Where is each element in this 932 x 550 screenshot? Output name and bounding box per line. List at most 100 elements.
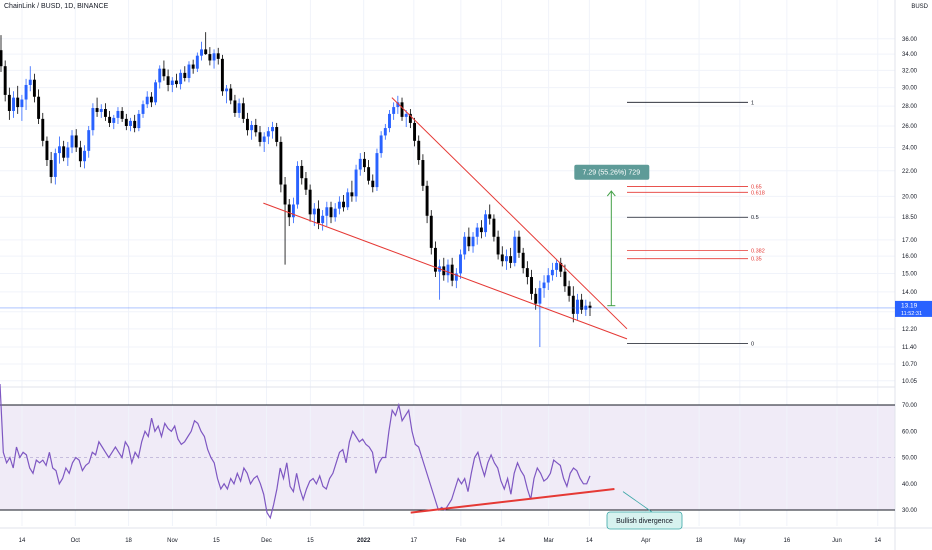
fib-level-label: 0.618 bbox=[751, 190, 765, 196]
x-tick-label: 18 bbox=[125, 538, 132, 544]
rsi-line bbox=[0, 383, 591, 520]
candle-body bbox=[275, 127, 279, 142]
candle bbox=[450, 257, 454, 287]
fib-level-label: 0.382 bbox=[751, 248, 765, 254]
candle bbox=[362, 151, 366, 172]
candle bbox=[484, 210, 488, 237]
y-tick-label: 30.00 bbox=[902, 86, 918, 92]
candle bbox=[124, 113, 128, 131]
candle-body bbox=[467, 236, 471, 247]
current-price-tag bbox=[895, 300, 932, 317]
candle bbox=[103, 103, 107, 121]
candle-body bbox=[362, 158, 366, 168]
candle-body bbox=[250, 124, 254, 131]
candle bbox=[538, 280, 542, 347]
y-tick-label: 34.00 bbox=[902, 52, 918, 58]
candle bbox=[16, 85, 20, 114]
candle bbox=[496, 230, 500, 260]
candle-body bbox=[220, 58, 224, 92]
candle-body bbox=[296, 165, 300, 205]
annotation-pointer bbox=[622, 491, 653, 513]
candle bbox=[108, 110, 112, 128]
candle bbox=[346, 188, 350, 211]
candle bbox=[70, 130, 74, 154]
candle bbox=[525, 261, 529, 285]
candle bbox=[492, 214, 496, 242]
candle bbox=[408, 109, 412, 129]
wedge-lower-line bbox=[263, 202, 628, 340]
candle-body bbox=[546, 275, 550, 283]
candle-body bbox=[83, 150, 87, 162]
candle bbox=[66, 141, 70, 166]
candle bbox=[488, 204, 492, 225]
y-tick-label: 32.00 bbox=[902, 68, 918, 74]
fib-level-label: 0.65 bbox=[751, 184, 762, 190]
candle-body bbox=[479, 227, 483, 233]
candle-body bbox=[28, 79, 32, 85]
candle-body bbox=[225, 88, 229, 92]
candle bbox=[225, 84, 229, 104]
candle-body bbox=[375, 153, 379, 188]
candle-body bbox=[258, 132, 262, 142]
candle bbox=[170, 77, 174, 93]
candle bbox=[371, 174, 375, 193]
candle bbox=[571, 286, 575, 323]
candle-body bbox=[421, 160, 425, 186]
y-tick-label: 17.00 bbox=[902, 238, 918, 244]
candle bbox=[413, 117, 417, 147]
y-tick-label: 28.00 bbox=[902, 104, 918, 110]
candle bbox=[534, 288, 538, 310]
candle bbox=[454, 268, 458, 289]
x-tick-label: 2022 bbox=[357, 538, 371, 544]
candle-body bbox=[287, 204, 291, 218]
candle-body bbox=[87, 130, 91, 151]
candle bbox=[404, 109, 408, 128]
candle-body bbox=[154, 82, 158, 103]
candle-body bbox=[112, 117, 116, 123]
candle-body bbox=[120, 110, 124, 119]
candle bbox=[392, 102, 396, 120]
candle bbox=[383, 123, 387, 140]
candle-body bbox=[291, 204, 295, 218]
candle-body bbox=[484, 214, 488, 233]
candle bbox=[258, 126, 262, 147]
candle bbox=[32, 73, 36, 103]
candle bbox=[517, 230, 521, 258]
current-price-countdown: 11:52:31 bbox=[901, 311, 922, 317]
candle bbox=[308, 184, 312, 222]
candle-body bbox=[342, 201, 346, 208]
candle bbox=[446, 259, 450, 283]
x-tick-label: 18 bbox=[696, 538, 703, 544]
rsi-tick-label: 70.00 bbox=[902, 403, 918, 409]
x-tick-label: 15 bbox=[307, 538, 314, 544]
candle-body bbox=[32, 79, 36, 97]
candle bbox=[550, 262, 554, 281]
candle bbox=[479, 220, 483, 239]
rsi-tick-label: 60.00 bbox=[902, 429, 918, 435]
candle-body bbox=[433, 247, 437, 272]
candle-body bbox=[567, 286, 571, 296]
candle bbox=[58, 136, 61, 164]
candle bbox=[20, 94, 24, 121]
candle bbox=[375, 148, 379, 192]
candle bbox=[459, 249, 462, 279]
y-tick-label: 11.40 bbox=[902, 345, 917, 351]
candle bbox=[204, 32, 208, 55]
candle-body bbox=[333, 208, 337, 218]
candle bbox=[78, 140, 82, 168]
candle bbox=[141, 100, 145, 118]
candle bbox=[174, 73, 178, 88]
rsi-tick-label: 50.00 bbox=[902, 456, 918, 462]
candle bbox=[358, 153, 362, 176]
x-tick-label: May bbox=[734, 538, 745, 544]
x-tick-label: 14 bbox=[498, 538, 505, 544]
x-tick-label: Oct bbox=[71, 538, 81, 544]
candle-body bbox=[588, 305, 592, 308]
candle-body bbox=[429, 215, 433, 248]
candle-body bbox=[66, 147, 70, 158]
divergence-line bbox=[410, 488, 615, 514]
candle-body bbox=[212, 53, 216, 61]
candle-body bbox=[7, 94, 11, 111]
candle bbox=[379, 131, 383, 158]
candle bbox=[400, 97, 404, 121]
